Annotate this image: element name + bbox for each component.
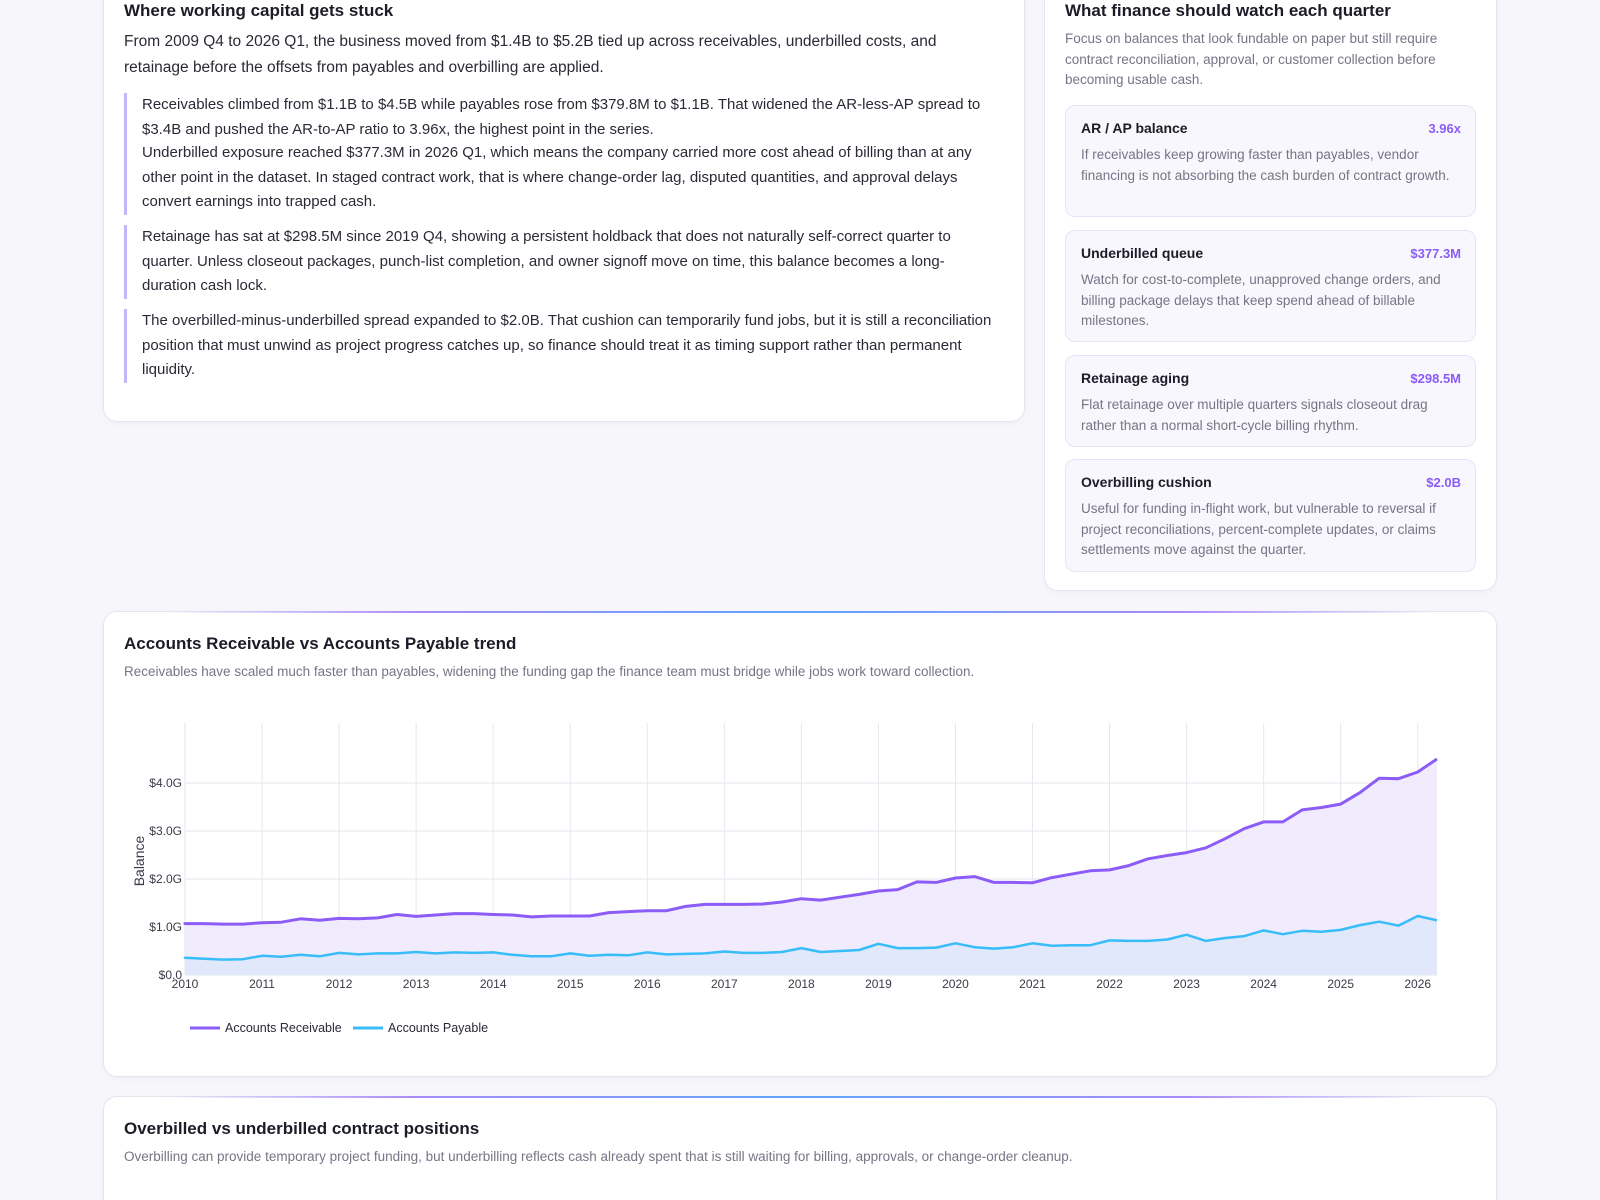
x-tick-label: 2019	[865, 977, 892, 991]
watch-item-value: $298.5M	[1410, 371, 1461, 386]
watch-item-value: $377.3M	[1410, 246, 1461, 261]
x-tick-label: 2018	[788, 977, 815, 991]
x-tick-label: 2010	[172, 977, 199, 991]
series-line-0	[183, 757, 1438, 926]
ar-ap-trend-chart[interactable]: $0.0 $1.0G $2.0G $3.0G $4.0G 2010 2011 2012 2013…	[104, 612, 1498, 1078]
watch-item-title: AR / AP balance	[1081, 120, 1188, 136]
y-tick-label: $1.0G	[149, 920, 182, 934]
series-area-1	[185, 916, 1437, 975]
chart-title: Accounts Receivable vs Accounts Payable …	[124, 634, 517, 653]
x-tick-label: 2021	[1019, 977, 1046, 991]
watch-title: What finance should watch each quarter	[1065, 1, 1391, 20]
narrative-point-underbilled: Underbilled exposure reached $377.3M in …	[124, 141, 994, 215]
narrative-lead: From 2009 Q4 to 2026 Q1, the business mo…	[124, 33, 937, 76]
watch-item-description: Flat retainage over multiple quarters si…	[1081, 397, 1428, 433]
watch-item-description: Useful for funding in-flight work, but v…	[1081, 501, 1436, 557]
y-tick-label: $2.0G	[149, 872, 182, 886]
narrative-point-retainage: Retainage has sat at $298.5M since 2019 …	[124, 225, 994, 299]
chart-subtitle: Receivables have scaled much faster than…	[124, 664, 975, 679]
x-tick-label: 2022	[1096, 977, 1123, 991]
overbilled-underbilled-card: Overbilled vs underbilled contract posit…	[103, 1096, 1497, 1200]
x-tick-label: 2013	[403, 977, 430, 991]
watch-item-title: Underbilled queue	[1081, 245, 1204, 261]
watch-item-title: Retainage aging	[1081, 370, 1190, 386]
x-tick-label: 2011	[249, 977, 275, 991]
watch-item-underbilled: Underbilled queue $377.3M Watch for cost…	[1065, 230, 1476, 342]
narrative-point-receivables: Receivables climbed from $1.1B to $4.5B …	[124, 93, 994, 142]
narrative-point-overbilled: The overbilled-minus-underbilled spread …	[124, 309, 994, 383]
x-tick-label: 2014	[480, 977, 507, 991]
x-tick-label: 2025	[1327, 977, 1354, 991]
y-axis-title: Balance	[131, 835, 147, 886]
watch-item-description: Watch for cost-to-complete, unapproved c…	[1081, 272, 1441, 328]
y-tick-label: $3.0G	[149, 824, 182, 838]
positions-title: Overbilled vs underbilled contract posit…	[124, 1119, 480, 1138]
watch-item-description: If receivables keep growing faster than …	[1081, 147, 1450, 183]
watch-item-retainage: Retainage aging $298.5M Flat retainage o…	[1065, 355, 1476, 447]
watch-item-title: Overbilling cushion	[1081, 474, 1212, 490]
x-tick-label: 2016	[634, 977, 661, 991]
x-tick-label: 2026	[1404, 977, 1431, 991]
legend-label: Accounts Receivable	[225, 1021, 342, 1035]
x-tick-label: 2024	[1250, 977, 1277, 991]
watch-item-value: $2.0B	[1426, 475, 1461, 490]
narrative-title: Where working capital gets stuck	[124, 1, 394, 20]
x-tick-label: 2015	[557, 977, 584, 991]
finance-watch-card: What finance should watch each quarter F…	[1044, 0, 1497, 591]
series-area-0	[185, 759, 1437, 975]
watch-intro: Focus on balances that look fundable on …	[1065, 31, 1438, 87]
positions-subtitle: Overbilling can provide temporary projec…	[124, 1149, 1073, 1164]
watch-item-overbilling: Overbilling cushion $2.0B Useful for fun…	[1065, 459, 1476, 572]
x-tick-label: 2020	[942, 977, 969, 991]
y-tick-label: $0.0	[159, 968, 183, 982]
watch-item-ar-ap: AR / AP balance 3.96x If receivables kee…	[1065, 105, 1476, 217]
ar-ap-trend-card: Accounts Receivable vs Accounts Payable …	[103, 611, 1497, 1077]
card-accent-bar	[164, 611, 1436, 613]
y-tick-label: $4.0G	[149, 776, 182, 790]
working-capital-narrative-card: Where working capital gets stuck From 20…	[103, 0, 1025, 422]
card-accent-bar	[164, 1096, 1436, 1098]
x-tick-label: 2017	[711, 977, 738, 991]
x-tick-label: 2012	[326, 977, 353, 991]
series-line-1	[183, 914, 1438, 961]
x-tick-label: 2023	[1173, 977, 1200, 991]
watch-item-value: 3.96x	[1428, 121, 1461, 136]
legend-label: Accounts Payable	[388, 1021, 488, 1035]
